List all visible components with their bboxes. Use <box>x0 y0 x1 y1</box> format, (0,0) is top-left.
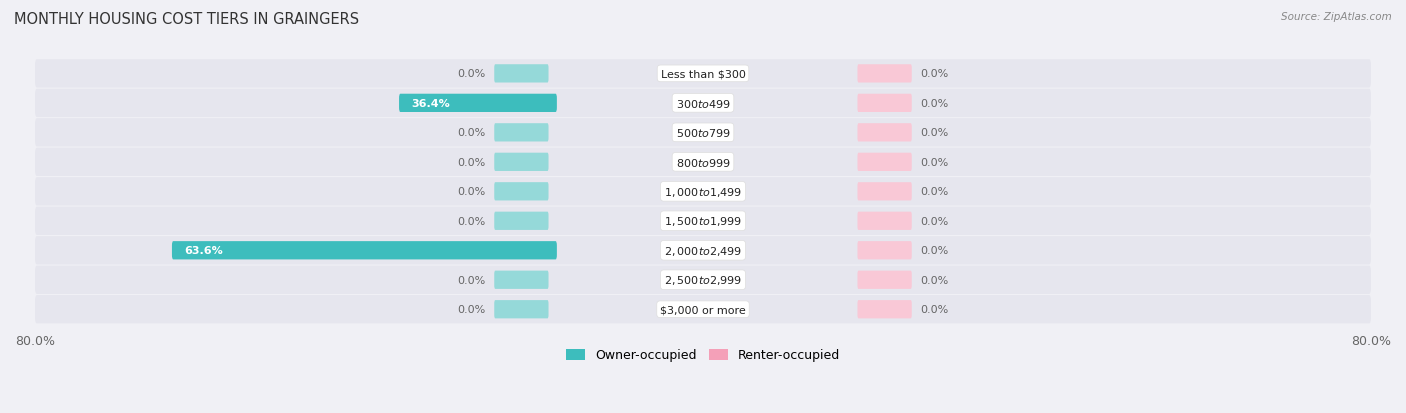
Text: $2,500 to $2,999: $2,500 to $2,999 <box>664 273 742 287</box>
FancyBboxPatch shape <box>495 124 548 142</box>
FancyBboxPatch shape <box>495 183 548 201</box>
FancyBboxPatch shape <box>399 95 557 113</box>
Text: 0.0%: 0.0% <box>920 304 949 314</box>
FancyBboxPatch shape <box>35 178 1371 206</box>
FancyBboxPatch shape <box>35 295 1371 324</box>
FancyBboxPatch shape <box>495 300 548 318</box>
Text: $3,000 or more: $3,000 or more <box>661 304 745 314</box>
Text: 0.0%: 0.0% <box>920 216 949 226</box>
FancyBboxPatch shape <box>35 60 1371 88</box>
Text: 0.0%: 0.0% <box>457 187 486 197</box>
Text: $1,500 to $1,999: $1,500 to $1,999 <box>664 215 742 228</box>
FancyBboxPatch shape <box>858 183 911 201</box>
FancyBboxPatch shape <box>35 90 1371 118</box>
FancyBboxPatch shape <box>495 271 548 289</box>
Text: 0.0%: 0.0% <box>920 99 949 109</box>
FancyBboxPatch shape <box>858 95 911 113</box>
Text: Less than $300: Less than $300 <box>661 69 745 79</box>
Text: 0.0%: 0.0% <box>457 128 486 138</box>
Text: $2,000 to $2,499: $2,000 to $2,499 <box>664 244 742 257</box>
Text: 0.0%: 0.0% <box>920 275 949 285</box>
Text: 0.0%: 0.0% <box>920 157 949 167</box>
Text: 0.0%: 0.0% <box>457 157 486 167</box>
Text: $800 to $999: $800 to $999 <box>675 157 731 169</box>
Text: 63.6%: 63.6% <box>184 246 224 256</box>
FancyBboxPatch shape <box>858 65 911 83</box>
Text: 0.0%: 0.0% <box>457 304 486 314</box>
Text: 0.0%: 0.0% <box>920 187 949 197</box>
FancyBboxPatch shape <box>495 65 548 83</box>
Text: MONTHLY HOUSING COST TIERS IN GRAINGERS: MONTHLY HOUSING COST TIERS IN GRAINGERS <box>14 12 359 27</box>
Text: 36.4%: 36.4% <box>412 99 450 109</box>
FancyBboxPatch shape <box>35 237 1371 265</box>
FancyBboxPatch shape <box>35 148 1371 176</box>
Text: 0.0%: 0.0% <box>920 246 949 256</box>
FancyBboxPatch shape <box>858 271 911 289</box>
FancyBboxPatch shape <box>495 153 548 171</box>
Text: 0.0%: 0.0% <box>457 216 486 226</box>
Text: $1,000 to $1,499: $1,000 to $1,499 <box>664 185 742 198</box>
FancyBboxPatch shape <box>858 212 911 230</box>
Text: 0.0%: 0.0% <box>920 69 949 79</box>
FancyBboxPatch shape <box>495 212 548 230</box>
FancyBboxPatch shape <box>172 242 557 260</box>
Legend: Owner-occupied, Renter-occupied: Owner-occupied, Renter-occupied <box>561 344 845 367</box>
Text: $500 to $799: $500 to $799 <box>675 127 731 139</box>
FancyBboxPatch shape <box>858 124 911 142</box>
Text: Source: ZipAtlas.com: Source: ZipAtlas.com <box>1281 12 1392 22</box>
FancyBboxPatch shape <box>858 300 911 318</box>
FancyBboxPatch shape <box>35 119 1371 147</box>
FancyBboxPatch shape <box>35 266 1371 294</box>
Text: 0.0%: 0.0% <box>920 128 949 138</box>
Text: 0.0%: 0.0% <box>457 275 486 285</box>
Text: 0.0%: 0.0% <box>457 69 486 79</box>
FancyBboxPatch shape <box>858 153 911 171</box>
FancyBboxPatch shape <box>858 242 911 260</box>
Text: $300 to $499: $300 to $499 <box>675 97 731 109</box>
FancyBboxPatch shape <box>35 207 1371 235</box>
